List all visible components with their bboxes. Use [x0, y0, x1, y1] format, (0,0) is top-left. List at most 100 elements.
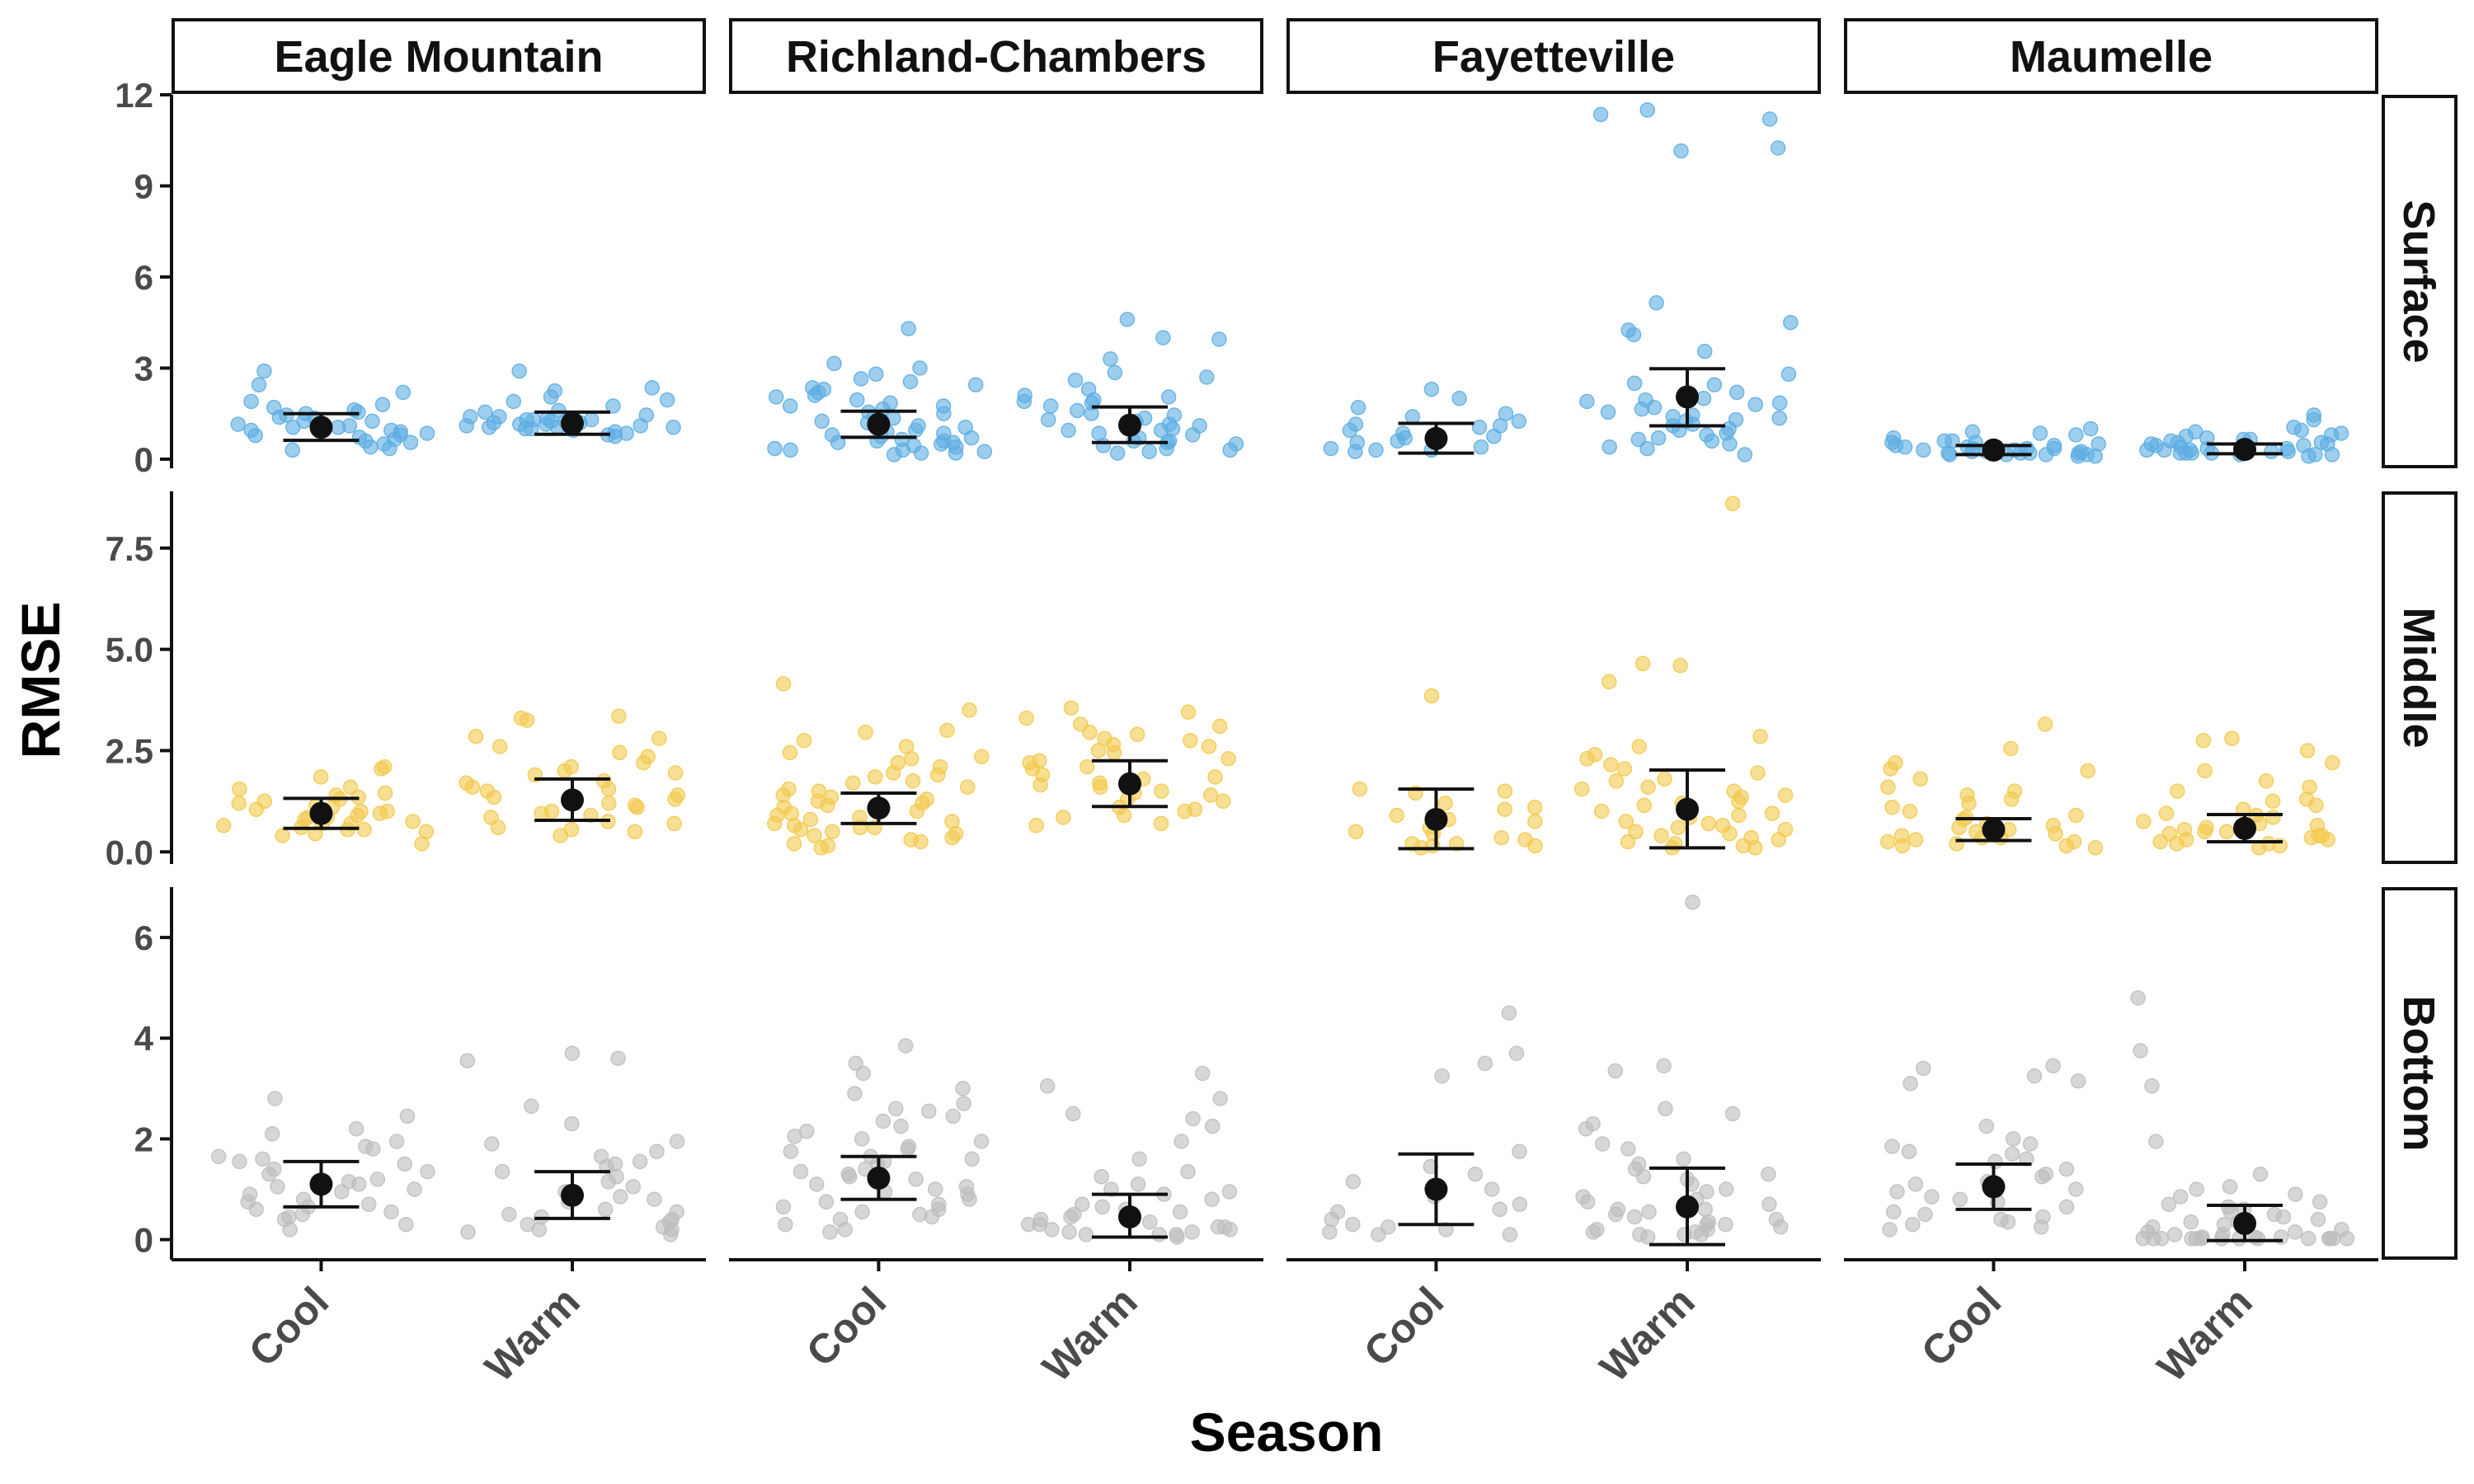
data-point [583, 411, 600, 428]
data-point [1777, 787, 1794, 803]
data-point [793, 821, 809, 838]
data-point [1119, 312, 1136, 327]
data-point [1676, 1151, 1691, 1167]
data-point [1345, 1174, 1362, 1190]
facet-strip-eagle-mountain [172, 18, 706, 94]
x-axis-title: Season [1190, 1402, 1384, 1463]
data-point [1585, 1224, 1602, 1240]
y-tick-label: 0 [134, 440, 153, 479]
data-point [1022, 754, 1037, 771]
data-point [636, 754, 651, 771]
data-point [1404, 409, 1421, 425]
data-point [2130, 990, 2146, 1006]
data-point [358, 1139, 374, 1154]
data-point [2265, 793, 2281, 810]
data-point [2003, 791, 2020, 807]
data-point [1040, 411, 1056, 428]
data-point [1699, 1184, 1714, 1200]
data-point [886, 447, 902, 463]
data-point [313, 769, 329, 785]
data-point [1020, 1216, 1037, 1233]
data-point [1180, 1163, 1196, 1180]
data-point [809, 1176, 825, 1192]
data-point [1884, 434, 1900, 450]
x-tick-label-warm: Warm [2148, 1278, 2261, 1391]
data-point [1628, 824, 1644, 839]
data-point [1210, 1219, 1226, 1235]
data-point [2184, 445, 2200, 461]
data-point [1722, 825, 1738, 842]
data-point [1094, 1168, 1109, 1185]
data-point [775, 676, 792, 692]
data-point [667, 765, 684, 781]
data-point [807, 828, 822, 843]
data-point [1771, 832, 1787, 848]
data-point [2158, 805, 2175, 821]
data-point [2152, 834, 2168, 850]
row-strip-middle [2382, 491, 2458, 864]
data-point [2312, 1194, 2328, 1210]
data-point [1639, 102, 1655, 118]
data-point [1636, 797, 1653, 814]
data-point [553, 828, 568, 843]
data-point [1397, 430, 1413, 446]
data-point [256, 363, 272, 379]
data-point [1579, 393, 1595, 410]
data-point [531, 1222, 548, 1237]
data-point [2068, 427, 2084, 443]
data-point [1368, 442, 1384, 458]
data-point [1646, 400, 1663, 416]
data-point [1764, 805, 1780, 821]
data-point [1600, 404, 1616, 420]
data-point [793, 1163, 809, 1180]
data-point [902, 373, 919, 390]
data-point [822, 1224, 838, 1240]
data-point [1183, 732, 1198, 749]
data-point [215, 818, 232, 834]
data-point [1635, 1168, 1652, 1185]
data-point [1626, 375, 1643, 392]
data-point [1018, 710, 1034, 726]
data-point [647, 1191, 662, 1207]
mean-point [1982, 438, 2006, 462]
data-point [1724, 1106, 1741, 1122]
x-tick-label-cool: Cool [1912, 1278, 2010, 1375]
data-point [786, 836, 802, 852]
data-point [1593, 803, 1610, 819]
data-point [1903, 1075, 1918, 1092]
data-point [1634, 655, 1651, 672]
data-point [1653, 828, 1669, 843]
data-point [1212, 1091, 1228, 1106]
data-point [402, 434, 419, 450]
panel-eagle-mountain-bottom [210, 1045, 685, 1242]
data-point [1630, 431, 1647, 448]
data-point [1352, 781, 1368, 797]
data-point [1070, 402, 1085, 419]
data-point [1423, 688, 1440, 704]
data-point [2087, 840, 2104, 856]
data-point [2032, 425, 2048, 441]
data-point [1082, 725, 1098, 740]
data-point [369, 1172, 386, 1187]
data-point [858, 725, 873, 740]
data-point [1094, 1199, 1111, 1215]
data-point [1078, 1227, 1094, 1242]
data-point [464, 779, 481, 795]
data-point [231, 796, 247, 811]
panel-eagle-mountain-middle [215, 708, 686, 852]
data-point [501, 1206, 517, 1223]
data-point [897, 1038, 914, 1054]
data-point [1065, 1106, 1081, 1122]
data-point [1486, 429, 1502, 444]
data-point [825, 824, 840, 839]
data-point [1594, 1136, 1611, 1152]
data-point [388, 1134, 405, 1149]
data-point [232, 781, 247, 797]
data-point [353, 803, 369, 819]
mean-point [1118, 413, 1141, 437]
data-point [1704, 433, 1720, 449]
data-point [1103, 351, 1118, 367]
data-point [275, 828, 290, 843]
data-point [398, 1216, 414, 1233]
data-point [1640, 779, 1656, 795]
